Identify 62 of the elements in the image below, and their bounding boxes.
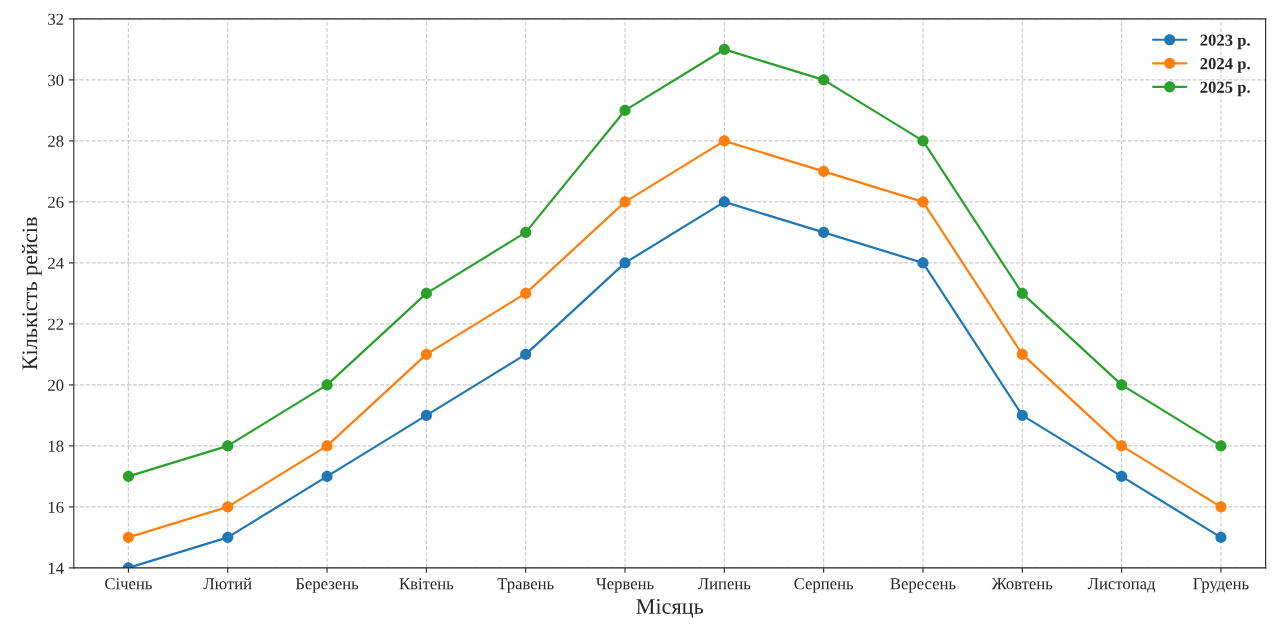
point: [718, 43, 730, 55]
point: [718, 196, 730, 208]
point: [917, 196, 929, 208]
point: [420, 409, 432, 421]
y-tick-label: 14: [48, 562, 64, 574]
x-axis-title: Місяць: [636, 599, 704, 619]
point: [1016, 287, 1028, 299]
point: [1116, 379, 1128, 391]
point: [321, 470, 333, 482]
point: [1116, 440, 1128, 452]
point: [1116, 470, 1128, 482]
point: [619, 196, 631, 208]
x-tick-label: Травень: [497, 578, 554, 593]
x-tick-label: Липень: [697, 578, 751, 590]
legend-label: 2023 р.: [1200, 34, 1250, 50]
point: [222, 440, 234, 452]
legend-label: 2025 р.: [1200, 81, 1250, 97]
point: [520, 348, 532, 360]
y-tick-label: 26: [48, 196, 64, 208]
point: [818, 226, 830, 238]
y-tick-label: 22: [48, 318, 64, 330]
point: [917, 257, 929, 269]
point: [1016, 348, 1028, 360]
point: [222, 501, 234, 513]
y-tick-label: 28: [48, 135, 64, 147]
x-tick-label: Вересень: [890, 578, 956, 593]
point: [619, 257, 631, 269]
x-tick-label: Січень: [105, 578, 152, 590]
point: [222, 531, 234, 543]
point: [122, 531, 134, 543]
point: [818, 74, 830, 86]
x-tick-label: Листопад: [1087, 578, 1156, 593]
point: [420, 348, 432, 360]
point: [122, 470, 134, 482]
point: [1016, 409, 1028, 421]
point: [1215, 531, 1227, 543]
x-tick-label: Березень: [295, 578, 359, 593]
point: [1215, 440, 1227, 452]
point: [321, 440, 333, 452]
x-tick-label: Квітень: [399, 578, 454, 590]
x-tick-label: Жовтень: [991, 578, 1053, 590]
point: [718, 135, 730, 147]
point: [619, 104, 631, 116]
point: [520, 226, 532, 238]
x-tick-label: Серпень: [794, 578, 854, 593]
y-tick-label: 32: [48, 13, 64, 25]
point: [917, 135, 929, 147]
x-tick-label: Грудень: [1193, 578, 1249, 593]
y-tick-label: 20: [48, 379, 64, 391]
point: [520, 287, 532, 299]
x-tick-label: Лютий: [203, 577, 252, 590]
point: [818, 165, 830, 177]
y-tick-label: 16: [48, 501, 64, 513]
y-tick-label: 24: [48, 257, 64, 269]
legend-label: 2024 р.: [1200, 58, 1250, 73]
y-axis-title: Кількість рейсів: [21, 217, 42, 370]
point: [1215, 501, 1227, 513]
y-tick-label: 18: [48, 440, 64, 452]
point: [420, 287, 432, 299]
y-tick-label: 30: [48, 74, 64, 86]
x-tick-label: Червень: [596, 578, 654, 593]
point: [321, 379, 333, 391]
